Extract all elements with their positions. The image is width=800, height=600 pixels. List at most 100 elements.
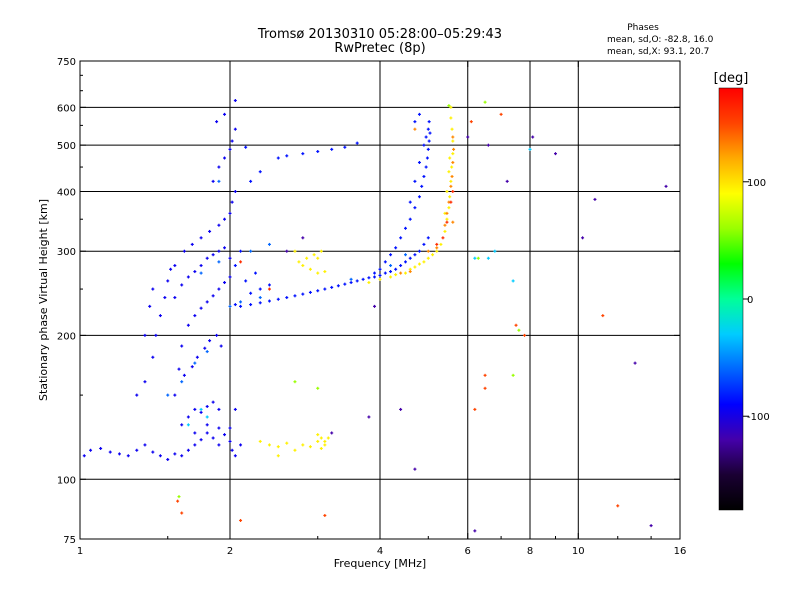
data-point [483,100,487,104]
data-point [173,264,177,268]
data-point [394,246,398,250]
data-point [445,220,449,224]
data-point [199,236,203,240]
x-tick-label: 16 [674,546,687,557]
title-line2: RwPretec (8p) [334,41,425,56]
data-point [343,145,347,149]
y-tick-label: 500 [57,141,76,152]
data-point [316,289,320,293]
data-point [177,367,181,371]
data-point [305,256,309,260]
data-point [276,454,280,458]
data-point [483,373,487,377]
x-axis-label: Frequency [MHz] [334,557,426,570]
data-point [297,260,301,264]
data-point [186,323,190,327]
phase-x-stats: mean, sd,X: 93.1, 20.7 [607,47,709,57]
data-point [217,407,221,411]
data-point [293,380,297,384]
data-point [616,504,620,508]
data-point [99,446,103,450]
data-point [511,373,515,377]
data-point [166,393,170,397]
data-point [233,264,237,268]
x-tick-label: 8 [527,546,533,557]
data-point [451,189,455,193]
data-point [316,433,320,437]
data-point [230,139,234,143]
data-point [389,253,393,257]
data-point [447,104,451,108]
data-point [249,303,253,307]
data-point [285,441,289,445]
data-point [180,380,184,384]
data-point [505,179,509,183]
data-point [154,333,158,337]
data-point [301,264,305,268]
data-point [435,249,439,253]
data-point [199,264,203,268]
data-point [211,179,215,183]
data-point [267,299,271,303]
data-point [173,296,177,300]
data-point [447,206,451,210]
data-point [211,294,215,298]
data-point [117,452,121,456]
x-tick-label: 10 [572,546,585,557]
data-point [267,287,271,291]
data-point [108,450,112,454]
y-tick-label: 75 [63,535,76,546]
data-point [408,217,412,221]
data-point [473,256,477,260]
data-point [448,195,452,199]
data-point [473,407,477,411]
data-point [476,256,480,260]
data-point [633,361,637,365]
data-point [239,260,243,264]
data-point [403,226,407,230]
y-tick-label: 750 [57,57,76,68]
data-point [143,333,147,337]
data-point [451,220,455,224]
data-point [208,229,212,233]
data-point [413,253,417,257]
data-point [426,147,430,151]
data-point [445,189,449,193]
data-point [581,236,585,240]
data-point [330,431,334,435]
data-point [205,431,209,435]
data-point [205,350,209,354]
data-point [514,323,518,327]
data-point [267,283,271,287]
data-point [253,271,257,275]
data-point [203,346,207,350]
data-point [205,404,209,408]
grid [80,61,680,539]
data-point [323,443,327,447]
data-point [148,304,152,308]
data-point [126,454,130,458]
data-point [316,149,320,153]
data-point [367,415,371,419]
data-point [450,127,454,131]
x-axis: 1 2 4 6 8 10 16 [77,61,687,557]
data-point [173,452,177,456]
data-point [426,249,430,253]
data-point [219,344,223,348]
x-tick-label: 2 [227,546,233,557]
data-point [230,448,234,452]
data-point [323,287,327,291]
data-point [217,426,221,430]
data-point [435,242,439,246]
data-point [217,287,221,291]
data-point [330,147,334,151]
y-tick-label: 100 [57,475,76,486]
data-point [276,445,280,449]
data-point [451,152,455,156]
data-point [233,303,237,307]
data-point [389,275,393,279]
y-tick-label: 400 [57,187,76,198]
data-point [258,287,262,291]
data-point [408,256,412,260]
data-point [326,436,330,440]
